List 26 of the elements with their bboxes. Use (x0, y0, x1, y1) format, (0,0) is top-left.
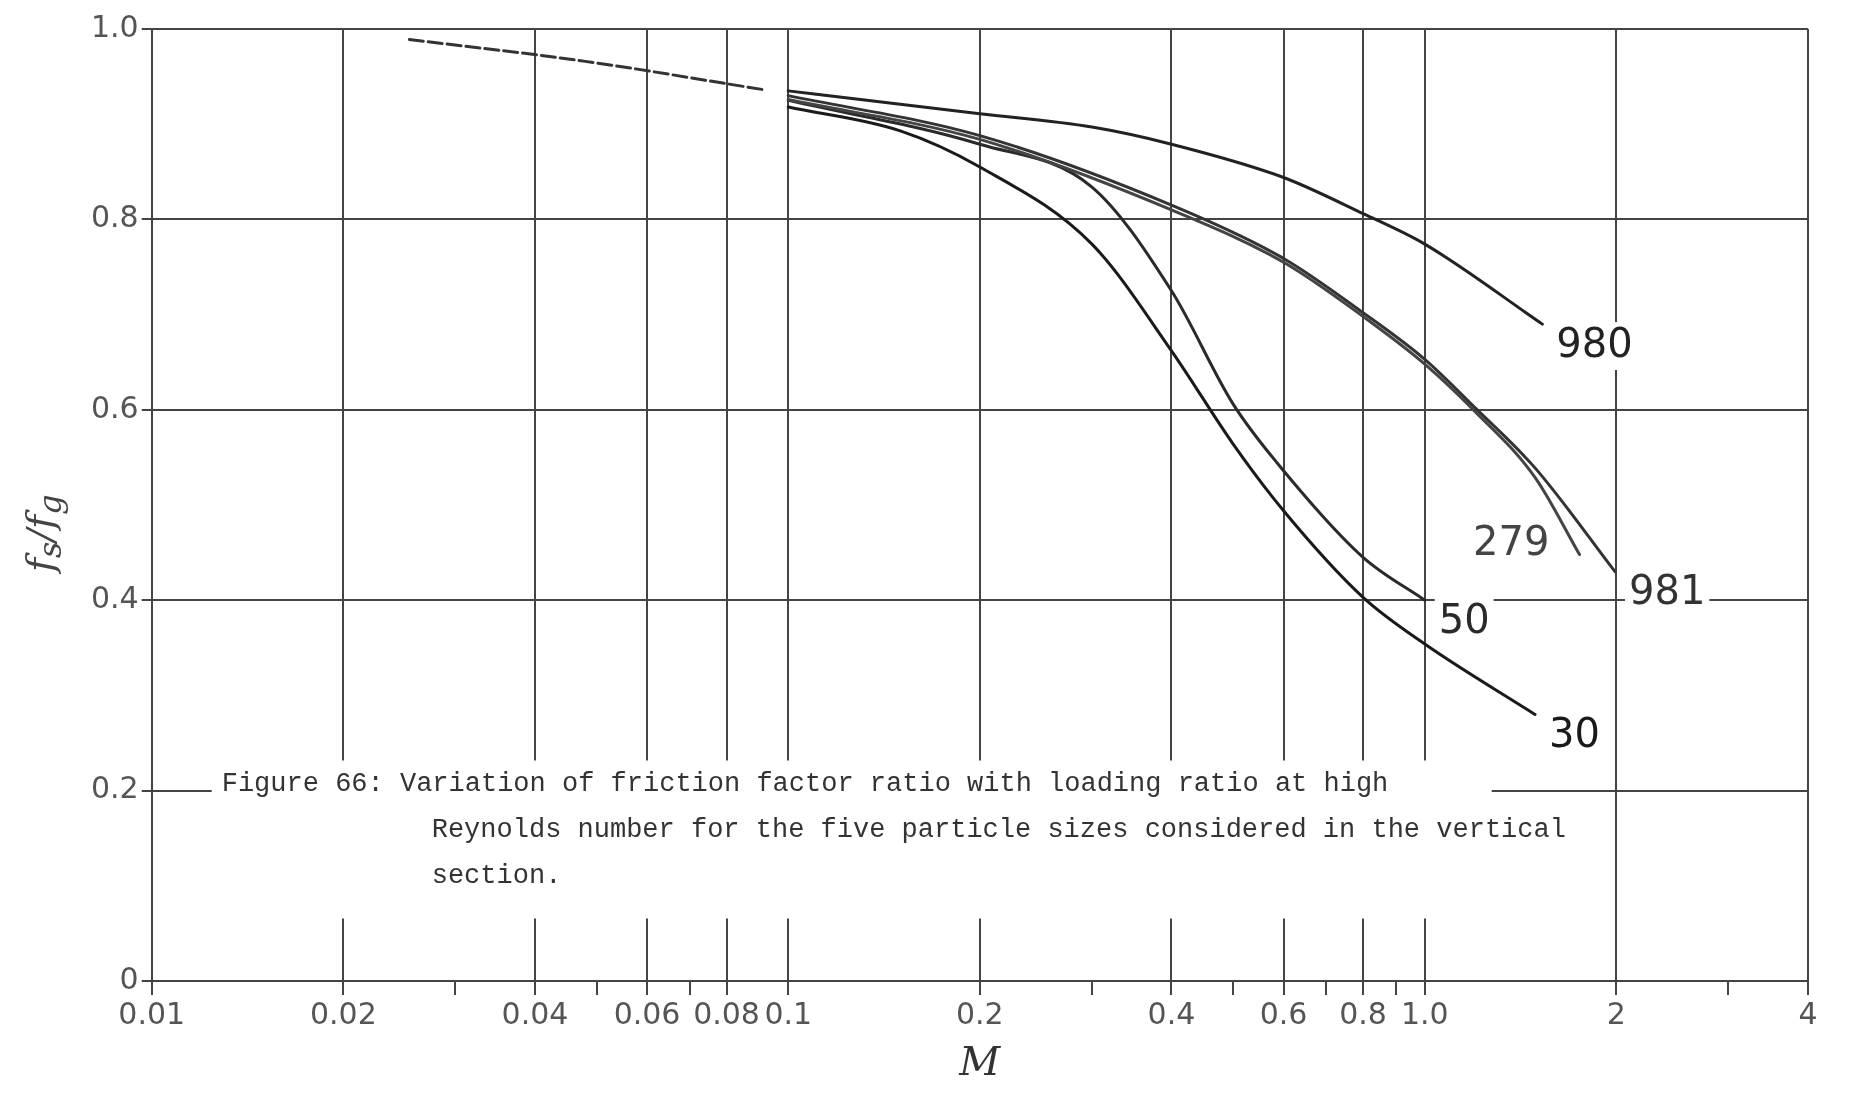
x-tick-label: 2 (1606, 995, 1626, 1031)
y-tick-label: 0.4 (90, 580, 139, 615)
x-tick-label: 0.2 (956, 995, 1004, 1031)
x-tick-label: 0.8 (1339, 995, 1387, 1031)
series-label: 980 (1556, 319, 1633, 366)
x-tick-label: 4 (1798, 995, 1818, 1031)
x-axis-title: M (958, 1038, 1002, 1085)
x-tick-label: 0.1 (764, 995, 813, 1031)
x-tick-label: 0.04 (501, 995, 569, 1031)
y-tick-label: 0.8 (90, 199, 139, 235)
x-tick-label: 0.4 (1147, 995, 1196, 1031)
series-label: 279 (1473, 517, 1550, 564)
annotation: Figure 66: Variation of friction factor ratio with loading ratio at high Reynolds number for the five particle sizes considered in the vertical section. (221, 769, 1566, 892)
y-tick-label: 0 (119, 960, 139, 996)
series-label: 50 (1438, 595, 1490, 642)
x-tick-label: 0.08 (693, 995, 760, 1031)
x-tick-label: 0.6 (1259, 995, 1308, 1031)
series-label: 30 (1549, 709, 1600, 756)
series-label: 981 (1629, 567, 1706, 614)
x-tick-label: 0.01 (118, 995, 186, 1031)
x-tick-label: 0.06 (613, 995, 681, 1031)
x-tick-label: 1.0 (1400, 995, 1449, 1031)
y-tick-label: 1.0 (90, 8, 139, 44)
x-tick-label: 0.02 (309, 995, 377, 1031)
y-tick-label: 0.2 (90, 770, 139, 806)
y-tick-label: 0.6 (90, 389, 139, 425)
